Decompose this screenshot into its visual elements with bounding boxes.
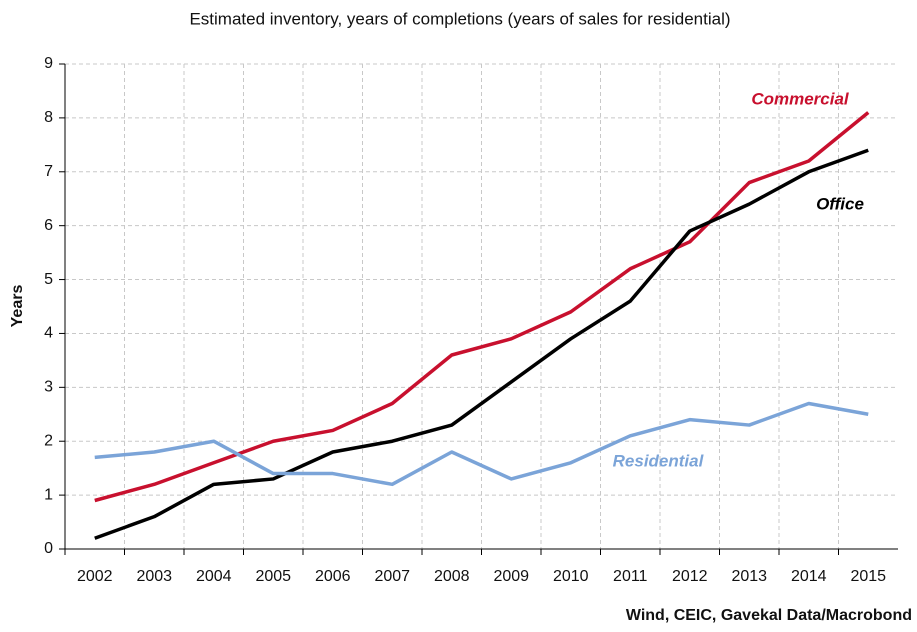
series-label: Residential [613,451,705,470]
x-tick-label: 2004 [196,568,232,585]
series-label: Commercial [751,89,850,108]
y-axis-label: Years [9,285,26,328]
x-tick-label: 2006 [315,568,351,585]
x-tick-label: 2003 [136,568,172,585]
x-tick-label: 2015 [850,568,886,585]
x-tick-label: 2007 [374,568,410,585]
y-tick-label: 5 [44,271,53,288]
x-tick-label: 2011 [613,568,648,585]
series-line [94,401,869,487]
x-tick-label: 2005 [255,568,291,585]
x-tick-label: 2014 [791,568,827,585]
y-tick-label: 7 [44,163,53,180]
chart-title: Estimated inventory, years of completion… [189,9,730,28]
y-tick-label: 1 [44,486,53,503]
y-tick-label: 9 [44,55,53,72]
y-tick-label: 0 [44,540,53,557]
x-tick-label: 2013 [731,568,767,585]
source: Wind, CEIC, Gavekal Data/Macrobond [626,607,912,624]
x-tick-label: 2012 [672,568,708,585]
x-tick-label: 2009 [493,568,529,585]
y-tick-label: 8 [44,109,53,126]
x-tick-label: 2010 [553,568,589,585]
y-tick-label: 3 [44,379,53,396]
series-line [94,111,870,503]
series-line [94,148,869,540]
series-label: Office [816,194,864,213]
x-tick-label: 2008 [434,568,470,585]
y-tick-label: 6 [44,217,53,234]
y-tick-label: 2 [44,432,53,449]
x-tick-label: 2002 [77,568,113,585]
y-tick-label: 4 [44,325,53,342]
